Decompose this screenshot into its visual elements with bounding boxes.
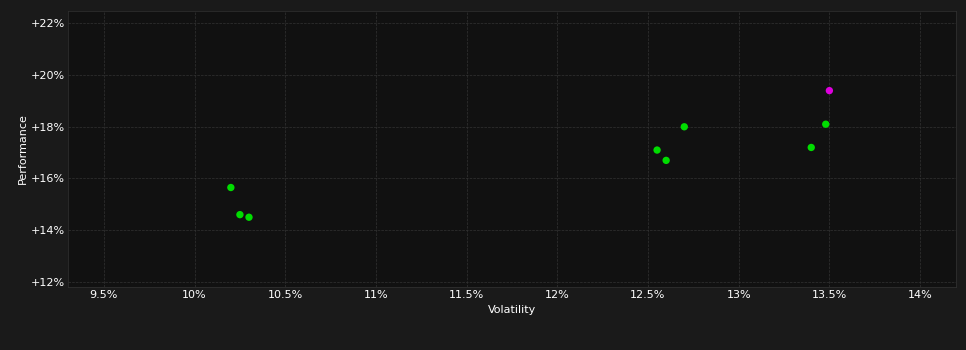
Point (232, 212, 247, 217)
Point (676, 124, 692, 130)
Point (659, 158, 674, 163)
Point (242, 215, 257, 220)
Point (804, 145, 819, 150)
Point (649, 147, 665, 153)
X-axis label: Volatility: Volatility (488, 305, 536, 315)
Point (223, 185, 239, 190)
Point (822, 88, 838, 93)
Point (818, 121, 834, 127)
Y-axis label: Performance: Performance (17, 113, 28, 184)
